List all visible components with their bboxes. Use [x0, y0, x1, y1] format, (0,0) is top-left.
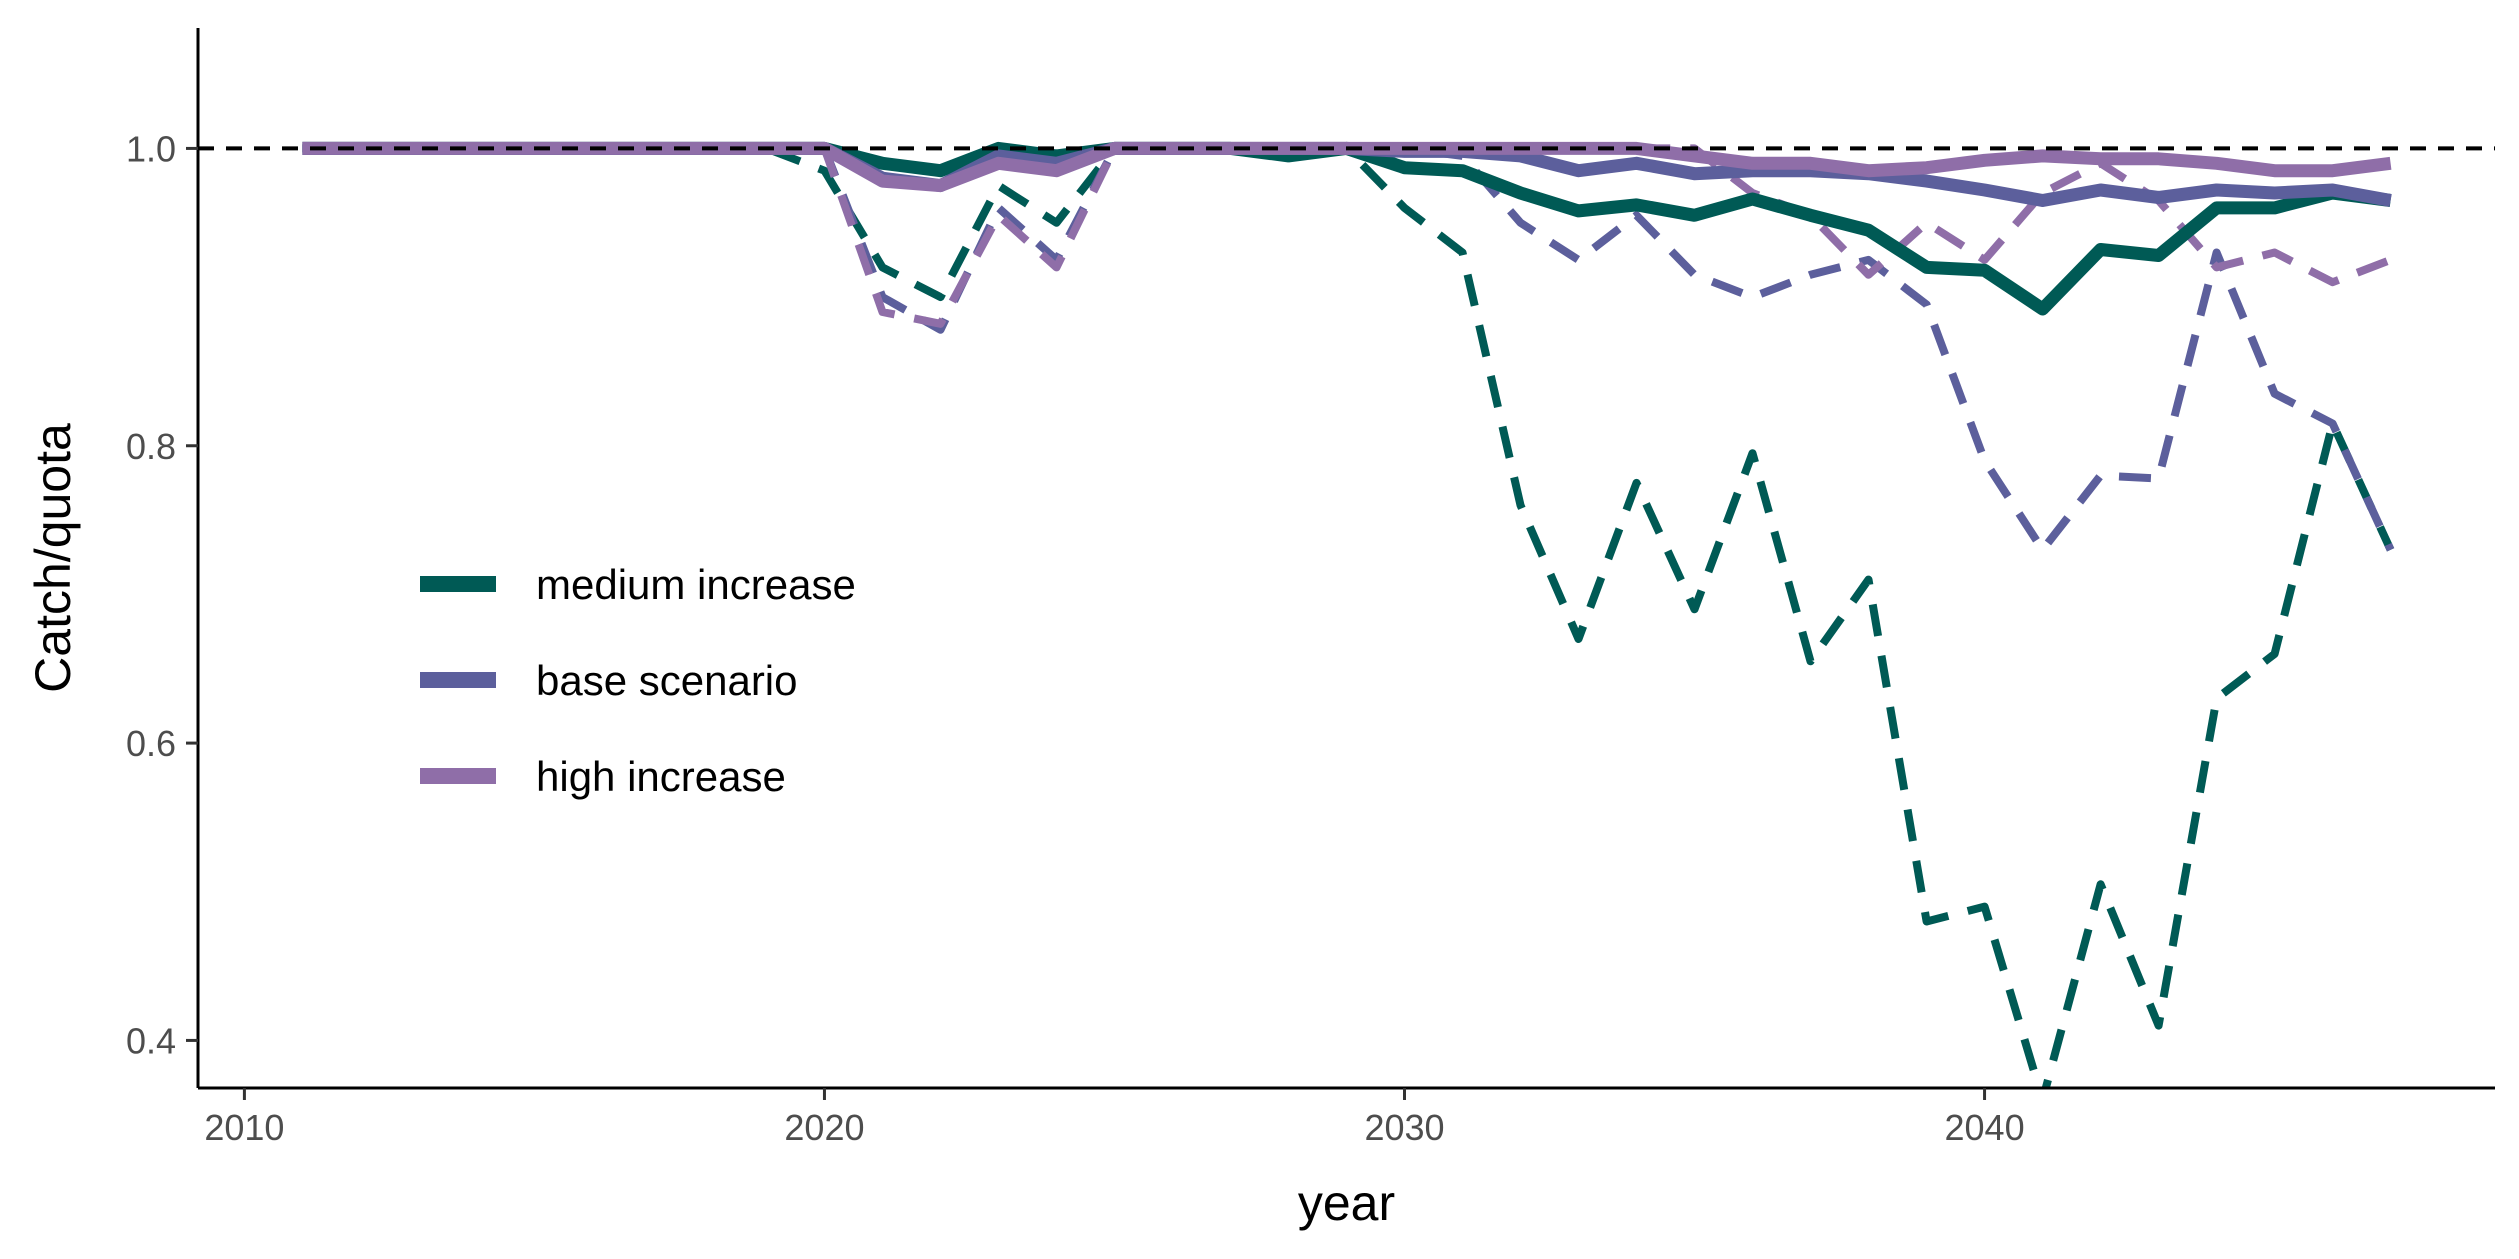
axes-group	[196, 28, 2495, 1090]
x-tick-label: 2020	[784, 1107, 864, 1148]
legend-label-medium-increase: medium increase	[536, 561, 856, 608]
y-tick-label: 0.8	[126, 426, 176, 467]
x-ticks-group: 2010 2020 2030 2040	[204, 1088, 2025, 1148]
y-axis-title: Catch/quota	[25, 423, 81, 693]
y-ticks-group: 0.4 0.6 0.8 1.0	[126, 128, 198, 1061]
legend-label-high-increase: high increase	[536, 753, 786, 800]
x-tick-label: 2010	[204, 1107, 284, 1148]
x-tick-label: 2040	[1945, 1107, 2025, 1148]
x-tick-label: 2030	[1364, 1107, 1444, 1148]
legend: medium increase base scenario high incre…	[420, 561, 856, 800]
legend-label-base-scenario: base scenario	[536, 657, 798, 704]
x-axis-title: year	[1298, 1175, 1395, 1231]
y-tick-label: 0.4	[126, 1020, 176, 1061]
y-tick-label: 1.0	[126, 128, 176, 169]
y-tick-label: 0.6	[126, 723, 176, 764]
